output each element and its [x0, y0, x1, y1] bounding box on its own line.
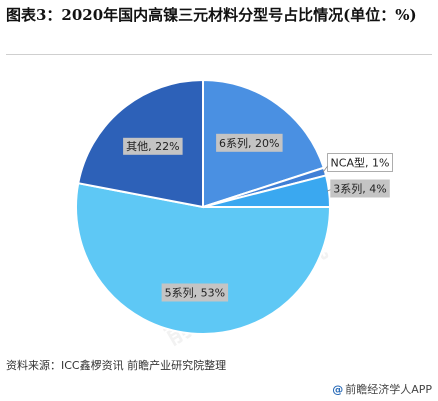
label-3-series-text: 3系列, 4%: [333, 182, 386, 196]
label-nca-box: [327, 153, 393, 172]
source-note: 资料来源：ICC鑫椤资讯 前瞻产业研究院整理: [6, 359, 227, 372]
label-3-series-box: [330, 179, 390, 198]
title-divider: [6, 54, 432, 55]
data-labels: 6系列, 20% 5系列, 53% 其他, 22% NCA型, 1% 3系列, 4%: [123, 133, 393, 302]
label-5-series-text: 5系列, 53%: [165, 285, 225, 299]
label-other-text: 其他, 22%: [126, 140, 179, 153]
label-other-box: [123, 137, 183, 155]
label-nca-text: NCA型, 1%: [331, 156, 390, 170]
brand-footer: @ 前瞻经济学人APP: [332, 381, 432, 397]
label-5-series-box: [161, 283, 229, 302]
label-6-series-text: 6系列, 20%: [219, 136, 279, 150]
brand-text: 前瞻经济学人APP: [345, 383, 432, 396]
slice-5-series: [75, 182, 332, 335]
label-6-series-box: [216, 133, 283, 152]
brand-at-symbol: @: [332, 383, 344, 396]
chart-title: 图表3：2020年国内高镍三元材料分型号占比情况(单位：%): [6, 6, 417, 24]
